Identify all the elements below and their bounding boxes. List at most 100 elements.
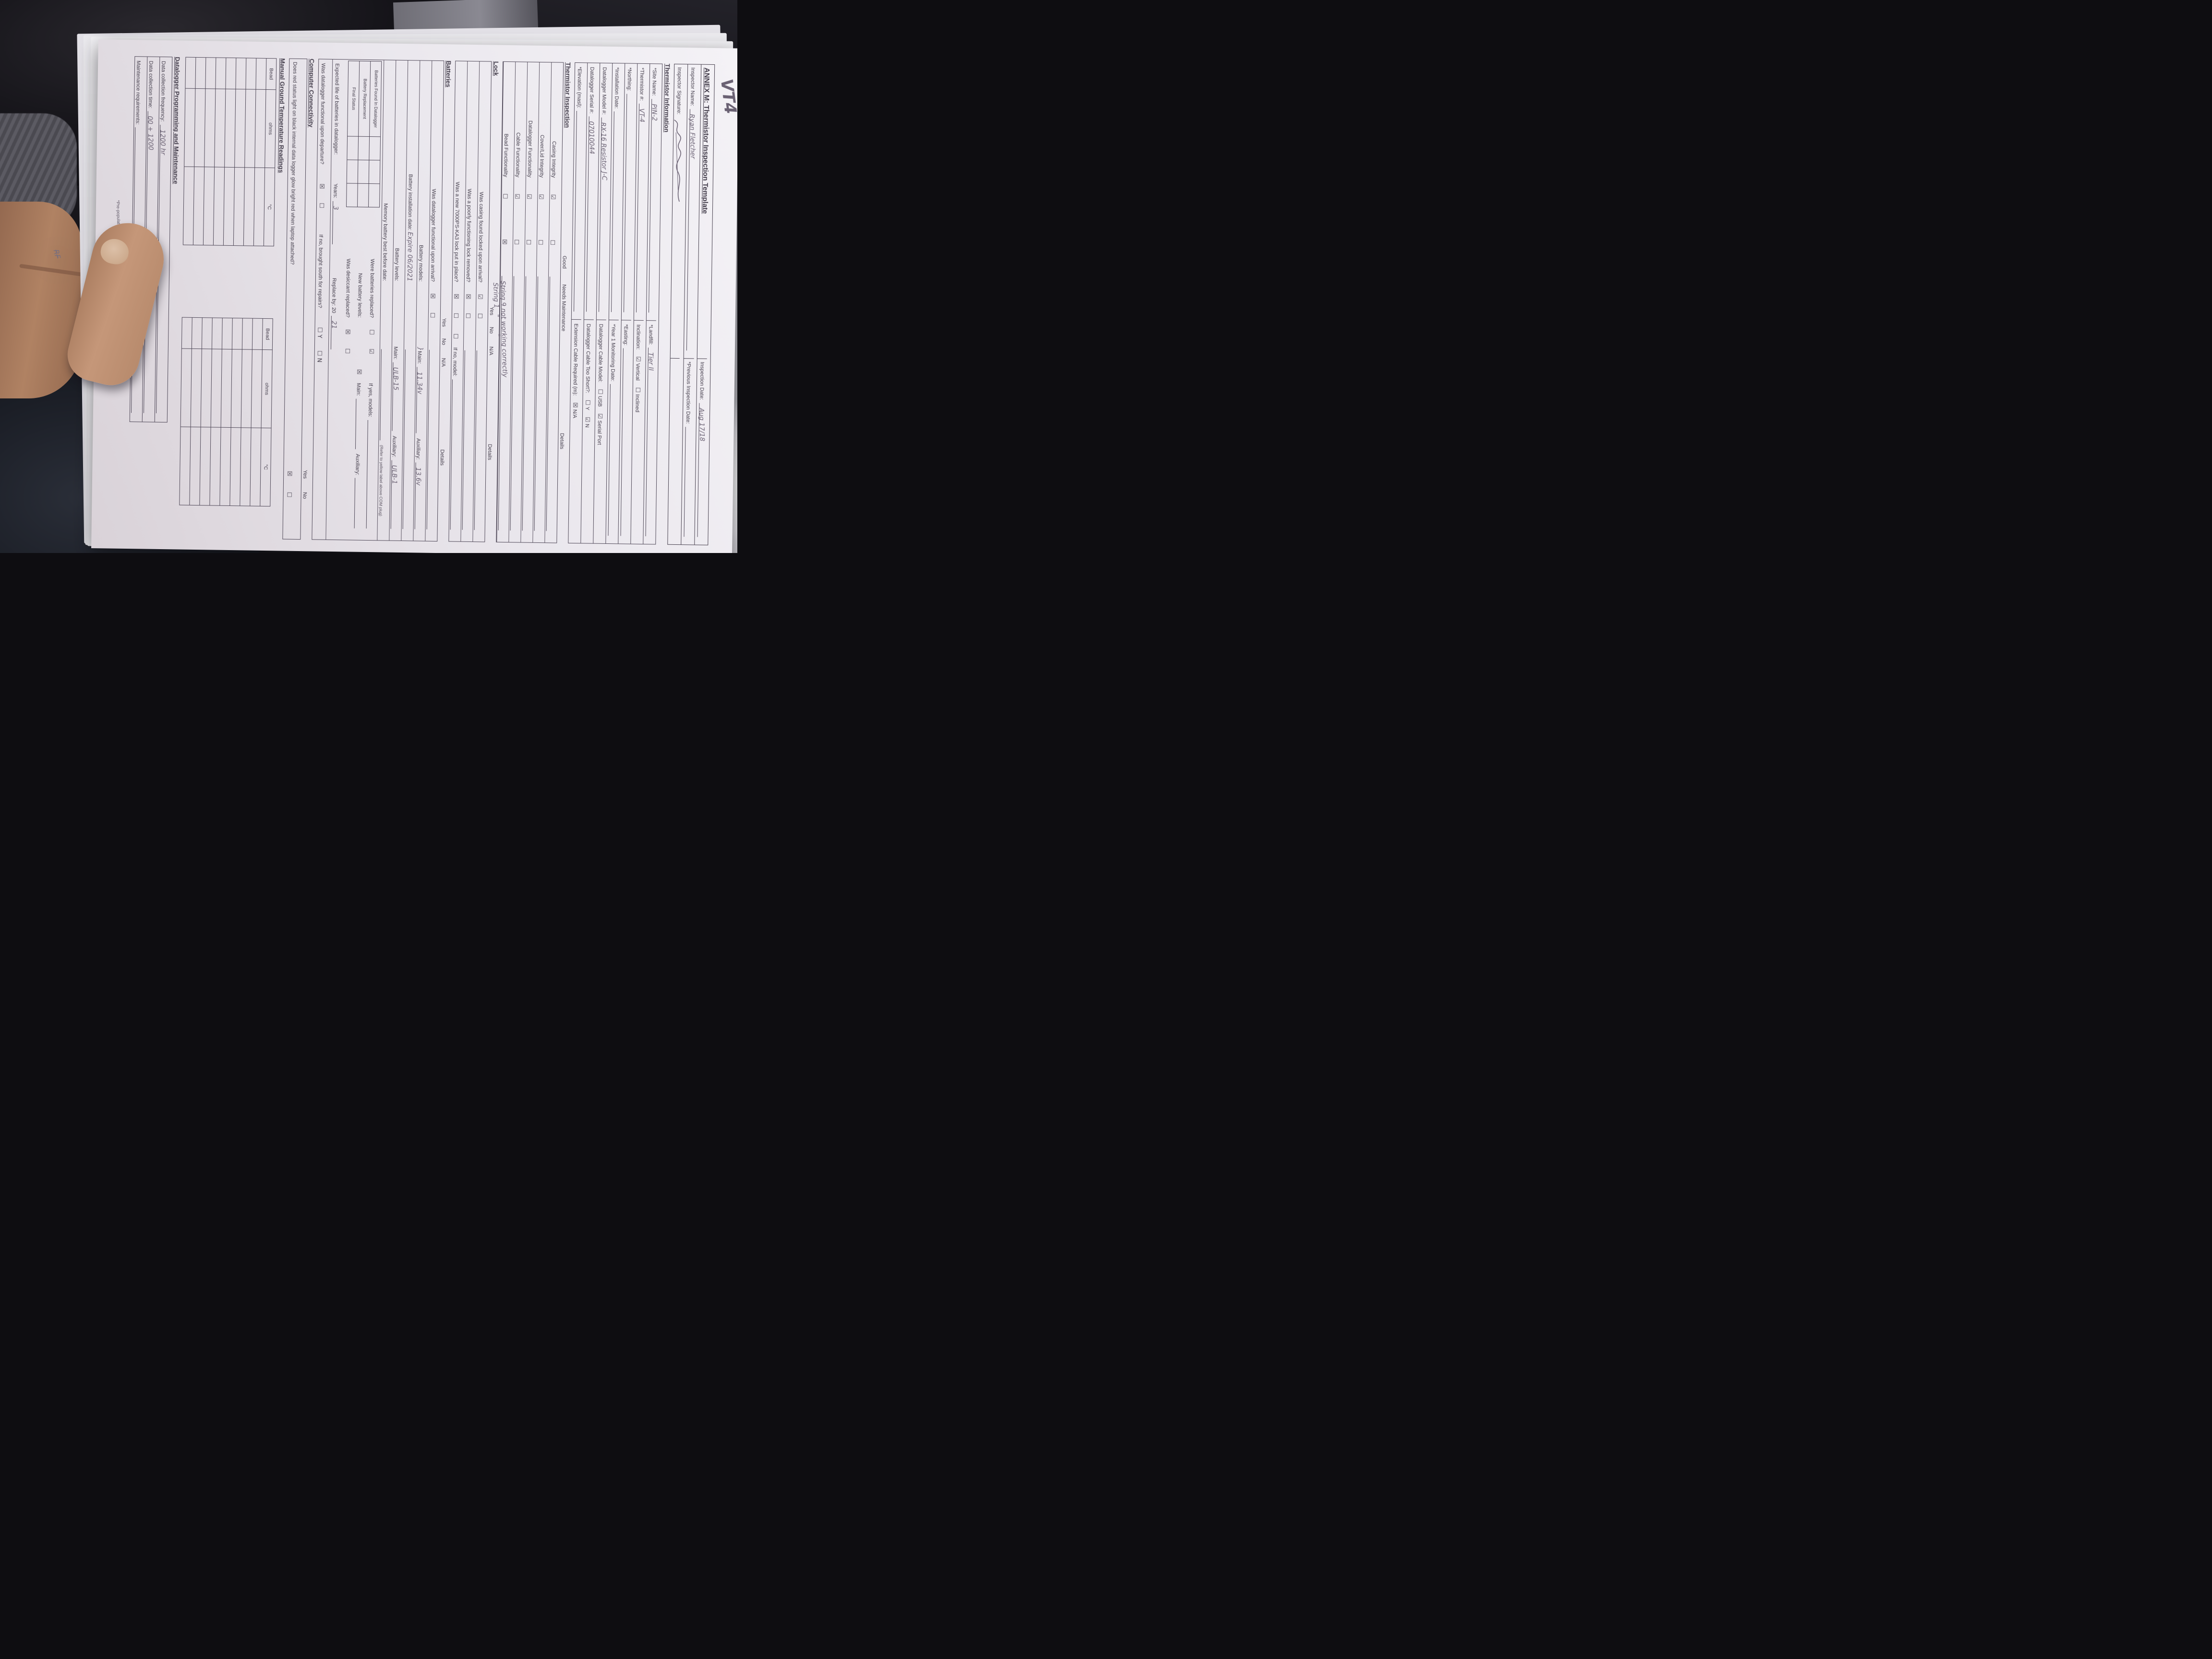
computer-connectivity-heading: Computer Connectivity <box>307 59 316 128</box>
models-aux-label: Auxiliary: <box>415 438 421 460</box>
desiccant-yes-checkbox: ☒ <box>344 329 352 335</box>
ground-temp-table-right: Bead ohms °C <box>180 317 273 507</box>
data-collection-time-value: 00 + 1200 <box>146 116 155 151</box>
red-light-no-checkbox: ☐ <box>286 492 293 498</box>
bead-functionality-label: Bead Functionality <box>502 133 509 178</box>
levels-main-value: ULB-15 <box>391 367 400 391</box>
battery-install-date-value: Expire 06/2021 <box>405 232 414 282</box>
lock-box: Was casing found locked upon arrival? ☑ … <box>448 60 492 542</box>
batteries-no-header: No <box>440 338 447 345</box>
pencil-scribble: RF <box>51 248 62 260</box>
site-name-label: *Site Name: <box>651 68 657 96</box>
form-title: ANNEX M: Thermistor Inspection Template <box>701 67 711 214</box>
red-status-light-question: Does red status light on black internal … <box>289 61 298 265</box>
inspector-signature-scribble <box>674 120 681 202</box>
lock-heading: Lock <box>492 61 500 76</box>
batteries-found-row-label: Batteries Found In Datalogger <box>369 61 382 137</box>
cable-model-serial-option: Serial Port <box>596 420 602 445</box>
battery-install-date-label: Battery installation date: <box>407 174 413 231</box>
previous-inspection-date-label: *Previous Inspection Date: <box>685 361 692 424</box>
new-levels-aux-label: Auxiliary: <box>354 454 361 476</box>
batteries-heading: Batteries <box>445 60 453 88</box>
extension-cable-na-option: N/A <box>571 409 577 419</box>
com-plug-note: (Refer to yellow label above COM plug) <box>378 445 385 517</box>
functional-arrival-no-checkbox: ☐ <box>429 313 436 318</box>
data-collection-frequency-value: 1200 hr <box>158 129 167 155</box>
datalogger-model-value: RX-16 Resistor J-C <box>599 122 608 180</box>
inspection-form-page: VT4 ANNEX M: Thermistor Inspection Templ… <box>52 39 737 553</box>
cc-yes-header: Yes <box>302 470 308 479</box>
good-column-header: Good <box>561 255 567 269</box>
handwritten-corner-note: VT4 <box>716 78 737 115</box>
landfill-label: *Landfill: <box>647 325 654 345</box>
inspector-name-value: Ryan Fletcher <box>687 113 697 159</box>
years-value: 3 <box>331 205 339 210</box>
cable-too-short-y-option: Y <box>584 407 590 410</box>
thermistor-information-box: *Site Name: PIN-2 *Landfill: Tier II *Ther… <box>568 62 663 545</box>
data-collection-frequency-label: Data collection frequency: <box>159 60 167 122</box>
new-levels-main-label: Main: <box>355 383 361 396</box>
datalogger-functionality-label: Datalogger Functionality <box>526 120 533 178</box>
inclination-inclined-checkbox: ☐ <box>634 387 642 393</box>
year1-monitoring-date-label: *Year 1 Monitoring Date: <box>609 324 616 382</box>
datalogger-functionality-good-checkbox: ☑ <box>526 193 533 200</box>
site-name-value: PIN-2 <box>650 103 658 121</box>
form-header-box: ANNEX M: Thermistor Inspection Template … <box>667 63 715 545</box>
bead-functionality-needs-checkbox: ☒ <box>501 239 509 245</box>
thermistor-inspection-box: Casing Integrity ☑ ☐ Cover/Lid Integrity… <box>492 61 564 543</box>
cable-functionality-good-checkbox: ☑ <box>514 193 521 200</box>
cc-no-header: No <box>301 492 308 499</box>
bead-functionality-good-checkbox: ☐ <box>502 193 509 199</box>
functional-departure-label: Was datalogger functional upon departure… <box>319 63 326 165</box>
thermistor-number-label: *Thermistor #: <box>638 67 645 101</box>
degc-header-left: °C <box>264 168 276 246</box>
brace-handwriting: } <box>416 347 424 351</box>
lock-removed-yes-checkbox: ☒ <box>464 294 472 300</box>
paper-stack: VT4 ANNEX M: Thermistor Inspection Templ… <box>0 0 737 553</box>
cover-lid-integrity-label: Cover/Lid Integrity <box>538 134 545 178</box>
models-aux-value: 13.6v <box>414 467 422 486</box>
cable-too-short-n-option: N <box>584 423 590 428</box>
cover-lid-good-checkbox: ☑ <box>538 194 545 200</box>
brought-south-n-checkbox: ☐ N <box>316 350 324 363</box>
inspector-signature-label: Inspector Signature: <box>675 67 682 115</box>
battery-replacement-row-label: Battery Replacement <box>358 61 371 137</box>
brought-south-label: If no, brought south for repairs? <box>316 234 324 308</box>
new-lock-no-checkbox: ☐ <box>452 313 460 319</box>
inclination-vertical-checkbox: ☑ <box>635 356 642 362</box>
if-no-model-label: If no, model: <box>451 347 458 377</box>
datalogger-serial-label: Datalogger Serial #: <box>588 67 595 114</box>
cable-too-short-y-checkbox: ☐ <box>584 400 592 406</box>
cable-model-serial-checkbox: ☑ <box>596 413 604 419</box>
replace-by-label: Replace by: 20 <box>330 277 337 313</box>
functional-departure-yes-checkbox: ☒ <box>318 183 326 189</box>
casing-locked-no-checkbox: ☐ <box>476 313 484 319</box>
datalogger-serial-value: 07010044 <box>587 121 596 155</box>
batteries-replaced-no-checkbox: ☑ <box>368 349 375 354</box>
photo-scene: VT4 ANNEX M: Thermistor Inspection Templ… <box>0 0 737 553</box>
cable-functionality-needs-checkbox: ☐ <box>513 239 521 245</box>
easting-label: *Easting: <box>622 324 629 346</box>
batteries-replaced-label: Were batteries replaced? <box>368 259 375 318</box>
casing-integrity-label: Casing Integrity <box>550 141 557 178</box>
degc-header-right: °C <box>260 428 272 506</box>
models-main-value: 11.34v <box>415 371 424 394</box>
inspector-name-label: Inspector Name: <box>689 67 696 107</box>
cable-model-usb-checkbox: ☐ <box>597 389 604 395</box>
batteries-na-header: N/A <box>440 358 446 367</box>
if-yes-models-label: If yes, models: <box>367 383 373 418</box>
hand-fingers <box>0 202 82 398</box>
bead-header-left: Bead <box>266 58 277 90</box>
needs-maintenance-column-header: Needs Maintenance <box>560 284 567 332</box>
ground-temp-table-left: Bead ohms °C <box>183 57 277 247</box>
casing-locked-yes-checkbox: ☑ <box>476 294 484 300</box>
functional-arrival-yes-checkbox: ☒ <box>429 293 437 299</box>
lock-removed-no-checkbox: ☐ <box>464 313 472 319</box>
bead-header-right: Bead <box>262 318 273 350</box>
desiccant-no-checkbox: ☐ <box>344 348 351 354</box>
new-levels-na-checkbox: ☒ <box>355 369 363 375</box>
new-lock-yes-checkbox: ☒ <box>452 293 460 300</box>
batteries-replaced-yes-checkbox: ☐ <box>368 329 376 335</box>
cable-model-usb-option: USB <box>596 396 603 407</box>
thermistor-inspection-heading: Thermistor Inspection <box>564 62 572 128</box>
